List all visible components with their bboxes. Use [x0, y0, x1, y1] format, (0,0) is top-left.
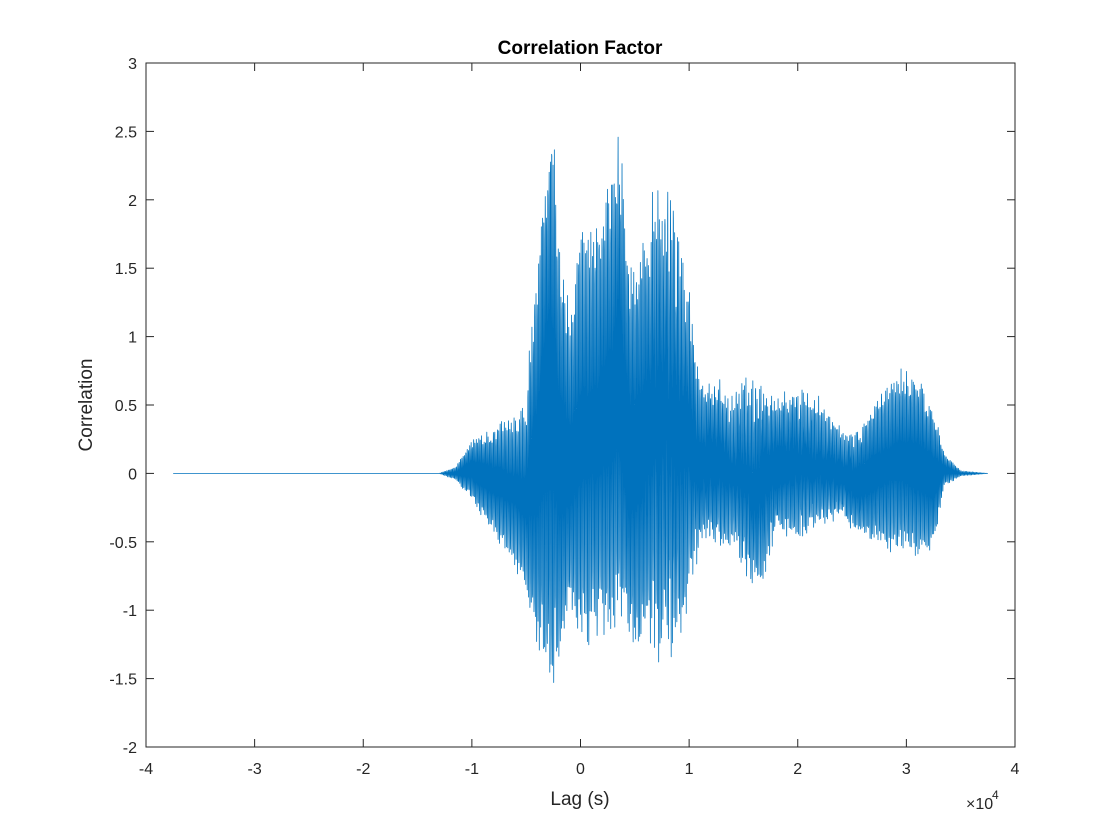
x-tick-label: -1 — [465, 761, 479, 778]
x-axis-ticks: -4 -3 -2 -1 0 1 2 3 4 — [139, 63, 1020, 778]
x-tick-label: 1 — [685, 761, 694, 778]
x-tick-label: 4 — [1011, 761, 1020, 778]
y-tick-label: -1 — [123, 603, 137, 620]
y-tick-label: -2 — [123, 740, 137, 757]
x-tick-label: -2 — [356, 761, 370, 778]
chart-title: Correlation Factor — [498, 38, 663, 59]
y-tick-label: 3 — [128, 56, 137, 73]
y-tick-label: -1.5 — [109, 672, 137, 689]
y-tick-label: 1.5 — [115, 261, 137, 278]
x-axis-label: Lag (s) — [550, 789, 609, 810]
y-axis-label: Correlation — [76, 359, 97, 452]
y-tick-label: 1 — [128, 330, 137, 347]
y-tick-label: 0 — [128, 466, 137, 483]
x-tick-label: 3 — [902, 761, 911, 778]
x-tick-label: 0 — [576, 761, 585, 778]
y-axis-ticks: -2 -1.5 -1 -0.5 0 0.5 1 1.5 2 2.5 3 — [109, 56, 1015, 757]
x-tick-label: -4 — [139, 761, 153, 778]
x-tick-label: -3 — [248, 761, 262, 778]
correlation-line — [172, 136, 989, 683]
x-exponent-base: ×10 — [966, 796, 993, 813]
y-tick-label: 2.5 — [115, 124, 137, 141]
y-tick-label: 0.5 — [115, 398, 137, 415]
correlation-series — [172, 136, 989, 683]
x-tick-label: 2 — [793, 761, 802, 778]
y-tick-label: -0.5 — [109, 535, 137, 552]
x-exponent-power: 4 — [992, 788, 999, 802]
y-tick-label: 2 — [128, 193, 137, 210]
